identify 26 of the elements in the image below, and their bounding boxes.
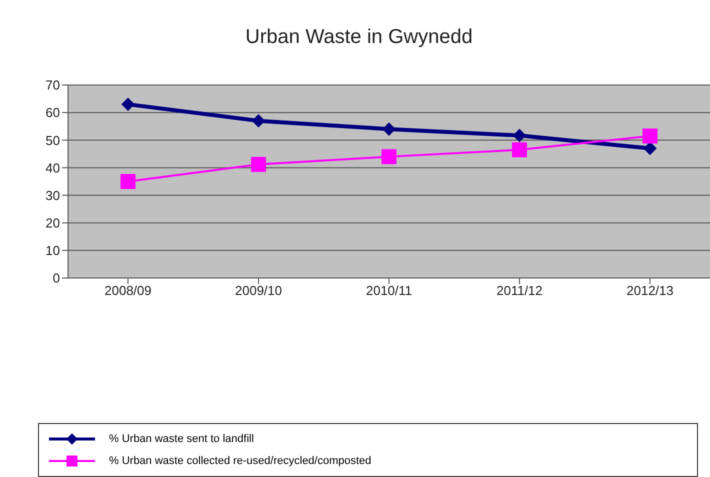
point — [382, 122, 396, 136]
point — [512, 142, 527, 158]
point — [120, 174, 136, 189]
y-tick-label: 10 — [46, 243, 60, 258]
y-tick-label: 60 — [46, 105, 60, 120]
y-tick-label: 70 — [46, 78, 60, 93]
point — [252, 114, 265, 128]
point — [382, 149, 396, 164]
point — [644, 142, 656, 155]
y-tick-label: 20 — [46, 215, 60, 230]
legend-label: % Urban waste collected re-used/recycled/composted — [109, 455, 372, 467]
y-tick-label: 40 — [46, 160, 60, 176]
x-tick-label: 2010/11 — [366, 283, 412, 298]
x-tick-label: 2011/12 — [496, 283, 543, 298]
x-tick-label: 2008/09 — [104, 283, 152, 298]
legend-label: % Urban waste sent to landfill — [109, 433, 254, 445]
point — [251, 156, 266, 172]
point — [122, 98, 134, 111]
y-tick-label: 30 — [46, 188, 60, 203]
y-tick-label: 50 — [46, 132, 60, 148]
x-tick-label: 2009/10 — [235, 283, 282, 298]
chart-title: Urban Waste in Gwynedd — [244, 26, 474, 49]
x-tick-label: 2012/13 — [626, 283, 674, 298]
point — [513, 128, 526, 142]
point — [642, 128, 658, 144]
y-tick-label: 0 — [52, 270, 60, 286]
